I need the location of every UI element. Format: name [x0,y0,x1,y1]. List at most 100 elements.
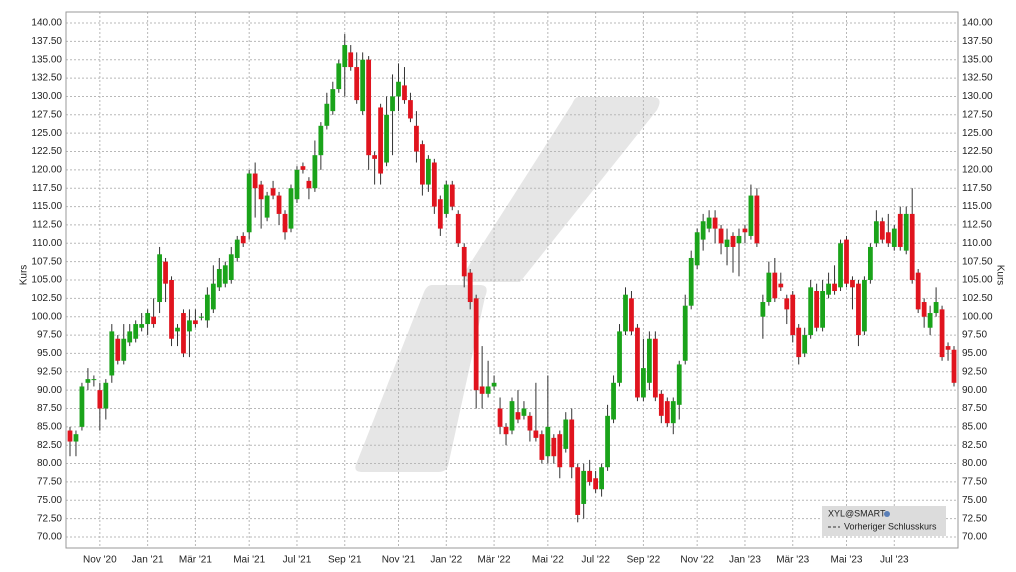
candle-body [276,195,282,214]
candle-body [378,107,383,174]
y2-tick-label: 87.50 [962,403,987,414]
y-tick-label: 70.00 [37,532,62,543]
candle-body [97,390,103,409]
y2-tick-label: 120.00 [962,165,993,176]
candle-body [939,309,945,358]
y-tick-label: 97.50 [37,330,62,341]
candle-body [587,470,593,482]
candle-body [933,302,939,314]
candle-body [204,294,210,321]
candle-body [151,316,156,325]
y2-tick-label: 125.00 [962,128,993,139]
candle-body [408,100,413,119]
legend-entry: Vorheriger Schlusskurs [844,521,937,531]
candle-body [67,430,73,442]
candle-body [527,415,533,431]
candle-body [802,335,808,354]
y-tick-label: 80.00 [37,458,62,469]
legend-box [822,506,946,536]
candle-body [288,188,294,229]
candle-body [121,338,127,361]
y2-tick-label: 117.50 [962,183,992,194]
candle-body [414,125,419,152]
candle-body [252,173,258,189]
candle-body [342,45,348,68]
y-tick-label: 127.50 [31,109,62,120]
plot-frame [65,11,959,549]
x-tick-label: Nov '22 [680,555,714,566]
y-tick-label: 135.00 [31,54,62,65]
candle-body [676,364,682,405]
y-tick-label: 82.50 [37,440,62,451]
candle-body [658,393,664,416]
y2-tick-label: 77.50 [962,477,987,488]
candle-body [240,235,246,244]
candle-body [354,67,360,101]
y2-tick-label: 97.50 [962,330,987,341]
candle-body [748,195,754,236]
y-tick-label: 90.00 [37,385,62,396]
candle-body [832,283,837,292]
y-tick-label: 100.00 [31,311,62,322]
y2-tick-label: 135.00 [962,54,993,65]
candle-body [617,331,622,383]
candle-body [688,257,694,306]
y2-tick-label: 80.00 [962,458,987,469]
candle-body [921,302,927,317]
candle-body [348,52,354,68]
y2-tick-label: 122.50 [962,146,993,157]
candle-body [360,59,366,112]
y-tick-label: 77.50 [37,477,62,488]
y2-tick-label: 75.00 [962,495,987,506]
y-tick-label: 102.50 [31,293,62,304]
x-tick-label: Jan '22 [430,555,462,566]
candle-body [127,331,133,343]
candle-body [557,434,563,468]
candle-body [390,96,395,112]
candle-body [234,239,240,258]
candle-body [163,261,168,284]
candle-body [856,283,861,336]
candle-body [891,228,897,247]
y-tick-label: 110.00 [32,238,62,249]
candle-body [324,103,330,126]
labels: 70.00 70.00 72.50 72.50 75.00 75.00 77.50 77.50… [31,18,993,566]
candle-body [569,419,575,468]
candle-body [437,199,443,229]
y-tick-label: 120.00 [31,165,62,176]
candle-body [336,63,342,90]
x-tick-label: Jan '21 [132,555,164,566]
candle-body [222,265,228,284]
candle-body [103,382,109,409]
watermark-upper [463,97,660,282]
candle-body [479,386,485,394]
candle-body [503,426,509,435]
candle-body [449,184,455,207]
candle-body [85,379,91,383]
candle-body [491,382,497,387]
y2-axis-label: Kurs [994,265,1005,286]
candle-body [133,324,139,339]
y2-tick-label: 82.50 [962,440,987,451]
candle-body [193,320,198,325]
y-tick-label: 132.50 [31,73,62,84]
candle-body [455,213,461,244]
y2-tick-label: 137.50 [962,36,993,47]
candle-body [282,213,288,233]
watermark [355,97,660,472]
candle-body [199,316,204,318]
y-axis-label: Kurs [19,265,30,286]
candle-body [515,412,521,420]
y-tick-label: 115.00 [32,201,62,212]
candle-body [623,294,628,332]
legend-icon [884,511,890,517]
candle-body [563,419,569,449]
candle-body [115,338,121,361]
y2-tick-label: 105.00 [962,275,993,286]
candle-body [575,467,581,515]
candle-body [844,239,849,284]
candle-body [820,291,825,328]
candle-body [396,81,401,97]
candle-body [402,85,407,101]
